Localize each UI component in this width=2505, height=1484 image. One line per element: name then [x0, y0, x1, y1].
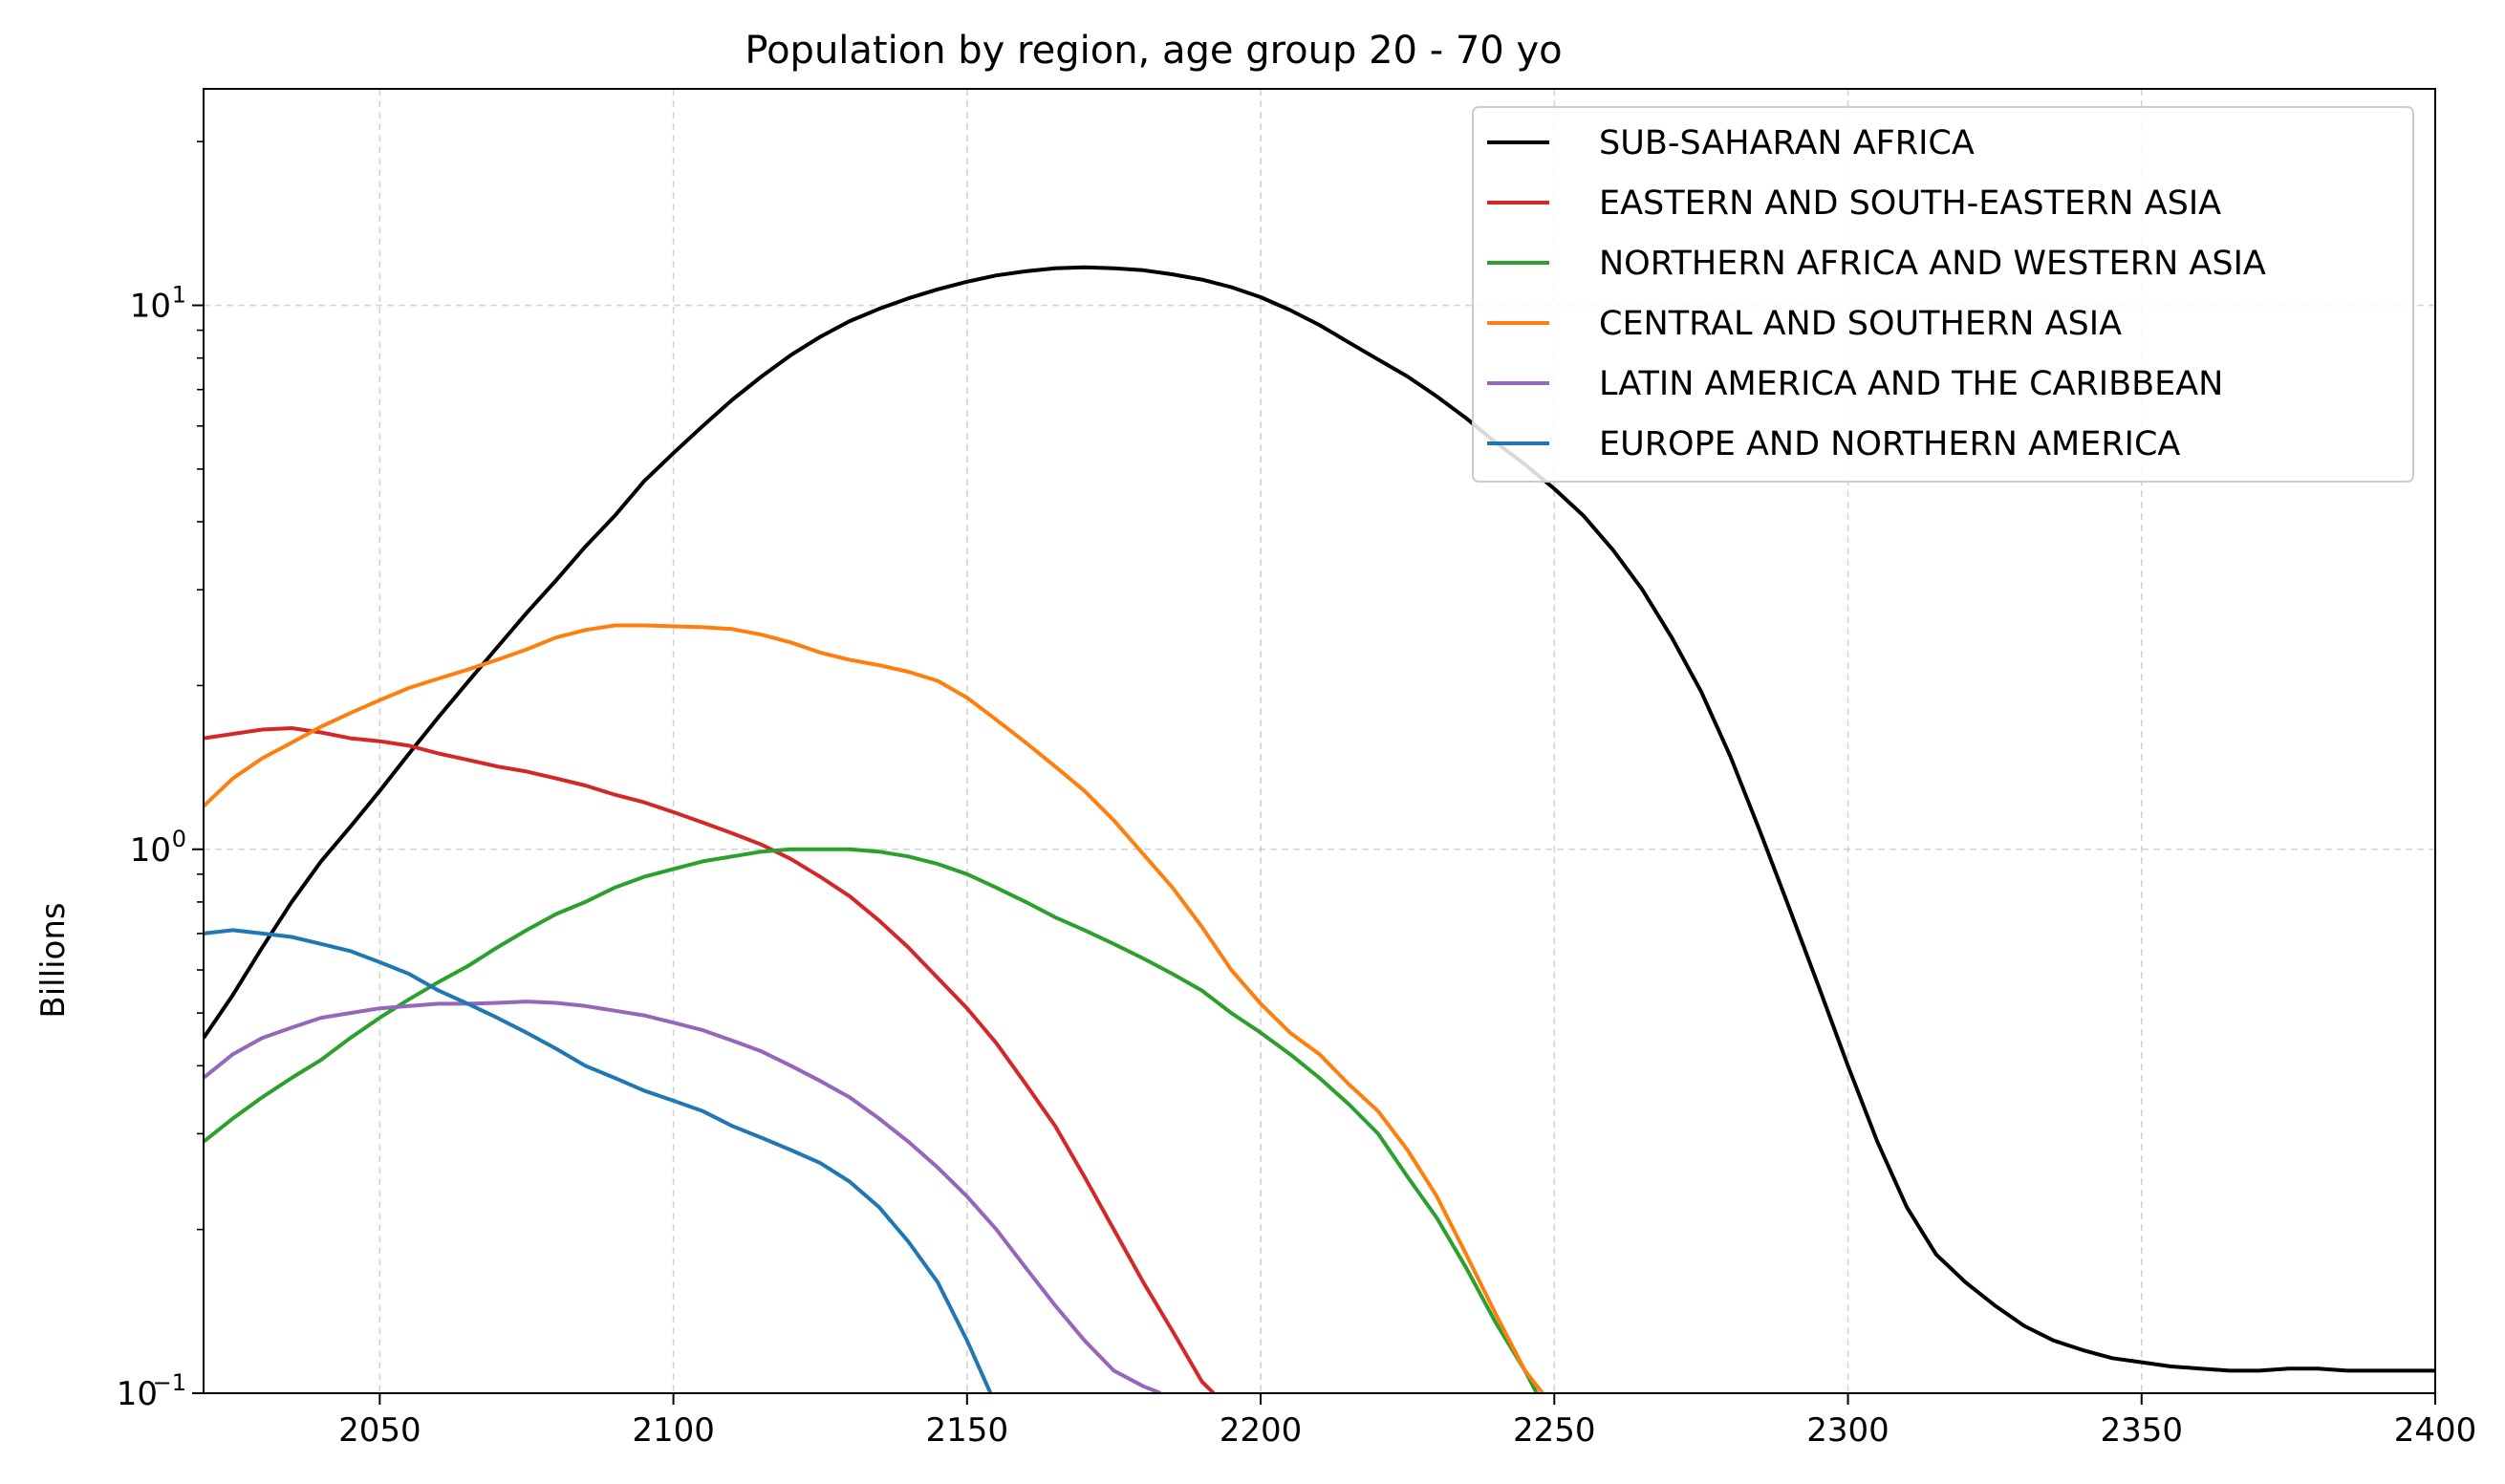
axis-ticks: 2050 2100 2150 2200 2250 2300 2350 2400 10−1 100 1… — [117, 140, 2477, 1450]
series-line-6 — [204, 928, 993, 1393]
series-line-4 — [204, 623, 1544, 1393]
legend-label: CENTRAL AND SOUTHERN ASIA — [1599, 305, 2122, 343]
series-lines — [204, 265, 2435, 1393]
series-line-1 — [204, 265, 2435, 1373]
x-tick-label: 2100 — [632, 1411, 715, 1450]
y-tick-label: 100 — [130, 826, 186, 870]
x-tick-label: 2350 — [2100, 1411, 2183, 1450]
legend: SUB-SAHARAN AFRICA EASTERN AND SOUTH-EAST… — [1472, 106, 2414, 483]
x-tick-label: 2400 — [2394, 1411, 2477, 1450]
legend-box — [1472, 106, 2414, 483]
chart-title: Population by region, age group 20 - 70 … — [745, 29, 1562, 73]
legend-label: LATIN AMERICA AND THE CARIBBEAN — [1599, 365, 2223, 403]
x-tick-label: 2150 — [926, 1411, 1009, 1450]
legend-label: NORTHERN AFRICA AND WESTERN ASIA — [1599, 245, 2266, 283]
y-tick-label: 10−1 — [117, 1369, 186, 1413]
legend-label: EUROPE AND NORTHERN AMERICA — [1599, 425, 2180, 463]
plot-area-frame — [203, 88, 2436, 1394]
x-tick-label: 2200 — [1220, 1411, 1303, 1450]
x-tick-label: 2050 — [338, 1411, 421, 1450]
legend-label: SUB-SAHARAN AFRICA — [1599, 124, 1975, 162]
series-line-5 — [204, 1000, 1162, 1393]
y-axis-label: Billions — [34, 902, 73, 1018]
series-line-2 — [204, 726, 1216, 1393]
x-tick-label: 2300 — [1806, 1411, 1890, 1450]
series-line-3 — [204, 847, 1539, 1393]
y-tick-label: 101 — [130, 282, 186, 326]
x-tick-label: 2250 — [1513, 1411, 1596, 1450]
legend-label: EASTERN AND SOUTH-EASTERN ASIA — [1599, 184, 2221, 223]
